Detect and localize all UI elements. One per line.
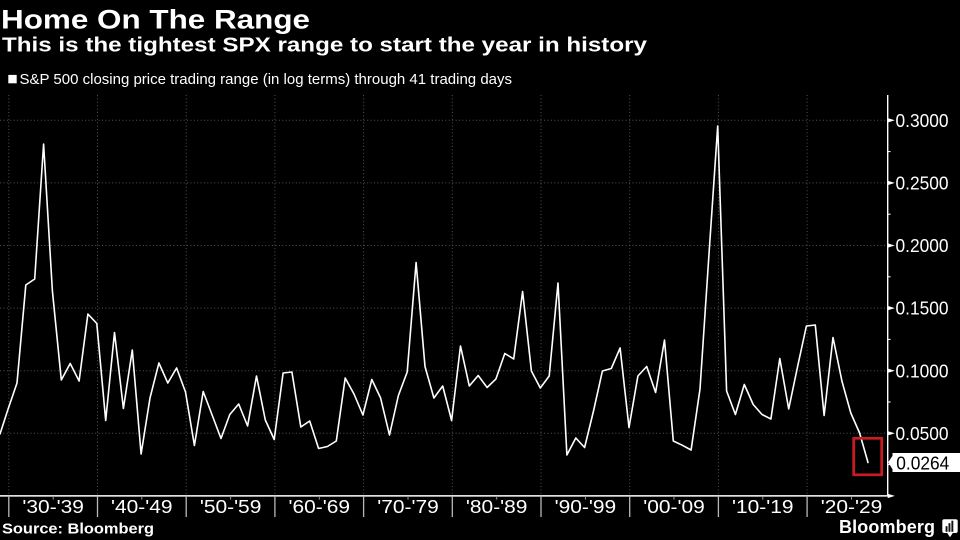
svg-text:0.0500: 0.0500 [896,424,949,444]
svg-text:'30-'39: '30-'39 [22,497,83,517]
svg-text:'90-'99: '90-'99 [555,497,617,517]
svg-text:'60-'69: '60-'69 [289,497,351,517]
svg-text:'20-'29: '20-'29 [821,497,883,517]
svg-text:0.2500: 0.2500 [896,174,949,194]
svg-text:'10-'19: '10-'19 [732,497,794,517]
svg-text:'70-'79: '70-'79 [377,497,439,517]
svg-text:This is the tightest SPX range: This is the tightest SPX range to start … [2,35,648,57]
svg-text:'50-'59: '50-'59 [200,497,262,517]
svg-text:0.1500: 0.1500 [896,299,949,319]
svg-text:'40-'49: '40-'49 [111,497,173,517]
svg-text:0.2000: 0.2000 [896,236,949,256]
svg-text:Bloomberg: Bloomberg [839,517,935,537]
svg-text:Source: Bloomberg: Source: Bloomberg [2,520,154,537]
svg-text:0.1000: 0.1000 [896,361,949,381]
svg-text:'80-'89: '80-'89 [466,497,528,517]
svg-text:Home On The Range: Home On The Range [1,5,310,35]
svg-text:S&P 500 closing price trading: S&P 500 closing price trading range (in … [20,71,513,88]
svg-text:0.3000: 0.3000 [896,111,949,131]
svg-text:'00-'09: '00-'09 [643,497,705,517]
svg-text:0.0264: 0.0264 [896,452,949,473]
